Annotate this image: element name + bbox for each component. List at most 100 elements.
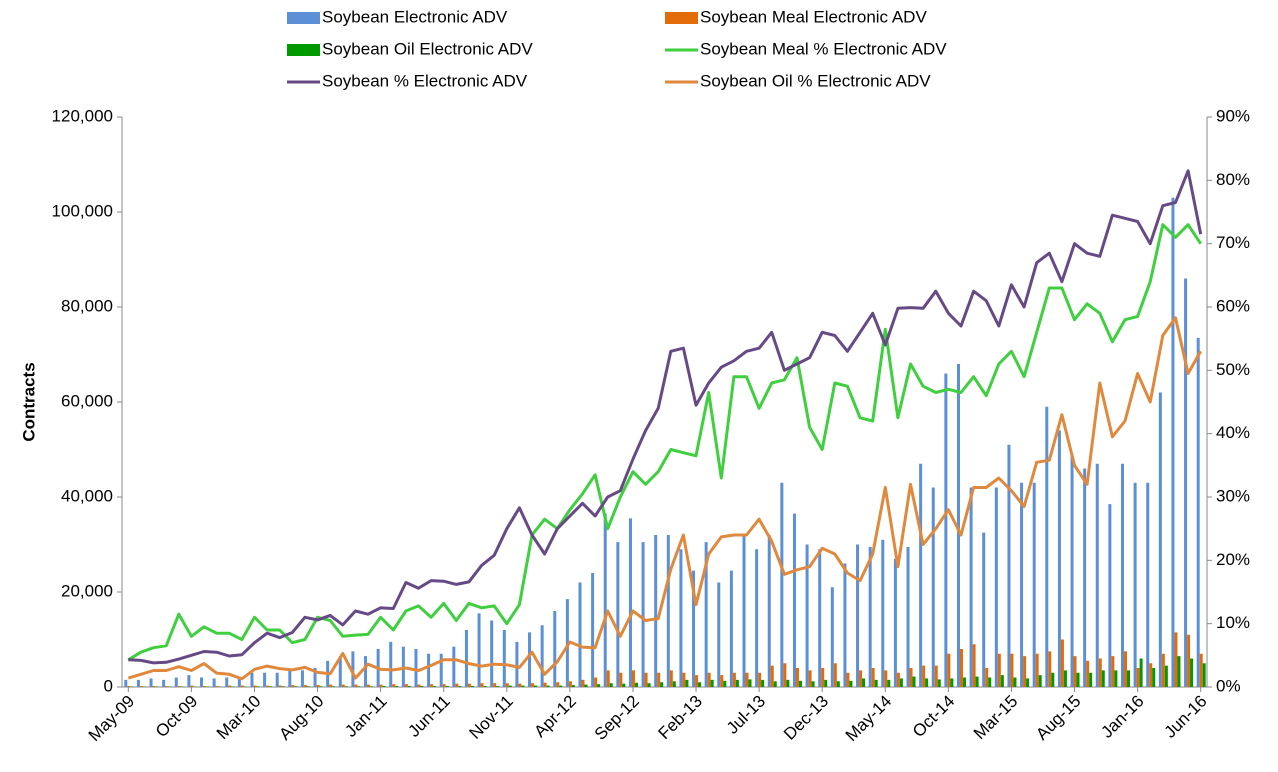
bar (874, 679, 878, 687)
bar (187, 675, 191, 687)
bar (1035, 653, 1039, 687)
bar (1164, 665, 1168, 687)
bar (795, 668, 799, 687)
bar (382, 686, 386, 687)
legend-swatch (287, 44, 320, 56)
legend-label: Soybean Oil Electronic ADV (322, 39, 533, 58)
bar (556, 682, 560, 687)
bar (1007, 444, 1011, 687)
legend-label: Soybean Electronic ADV (322, 7, 508, 26)
bar (884, 670, 888, 687)
y2-tick-label: 40% (1216, 423, 1250, 442)
bar (578, 582, 582, 687)
bar (755, 549, 759, 687)
bar (631, 670, 635, 687)
bar (704, 542, 708, 687)
bar (1070, 454, 1074, 687)
bar (937, 679, 941, 687)
bar (1171, 197, 1175, 687)
bar (215, 686, 219, 687)
bar (1013, 677, 1017, 687)
bar (250, 672, 254, 687)
bar (1038, 675, 1042, 687)
bar (780, 482, 784, 687)
bar (417, 684, 421, 687)
bar (692, 570, 696, 687)
bar (521, 685, 525, 687)
bar (783, 663, 787, 687)
bar (306, 686, 310, 687)
bar (871, 668, 875, 687)
bar (1076, 672, 1080, 687)
bar (669, 670, 673, 687)
bar (553, 611, 557, 687)
y-tick-label: 80,000 (61, 296, 113, 315)
bar (452, 646, 456, 687)
bar (357, 686, 361, 687)
bar (1139, 658, 1143, 687)
bar (931, 487, 935, 687)
bar (1010, 653, 1014, 687)
bar (609, 683, 613, 687)
bar (972, 644, 976, 687)
bar (212, 678, 216, 687)
bar (455, 683, 459, 687)
bar (149, 678, 153, 687)
bar (165, 686, 169, 687)
bar (275, 672, 279, 687)
bar (1174, 632, 1178, 687)
bar (1089, 672, 1093, 687)
bar (445, 686, 449, 687)
bar (909, 668, 913, 687)
bar (1095, 463, 1099, 687)
bar (1101, 670, 1105, 687)
bar (1177, 656, 1181, 687)
bar (666, 535, 670, 687)
bar (278, 685, 282, 687)
bar (647, 683, 651, 687)
bar (899, 678, 903, 687)
bar (127, 686, 131, 687)
y2-tick-label: 20% (1216, 550, 1250, 569)
y-tick-label: 100,000 (52, 201, 113, 220)
bar (228, 685, 232, 687)
bar (1152, 668, 1156, 687)
bar (225, 677, 229, 687)
bar (1073, 656, 1077, 687)
legend-label: Soybean Oil % Electronic ADV (700, 71, 931, 90)
y-axis-label: Contracts (19, 362, 38, 441)
bar (761, 679, 765, 687)
bar (912, 676, 916, 687)
bar (1051, 672, 1055, 687)
bar (240, 685, 244, 687)
bar (162, 679, 166, 687)
y2-tick-label: 90% (1216, 106, 1250, 125)
bar (1098, 658, 1102, 687)
bar (805, 544, 809, 687)
bar (723, 680, 727, 687)
bar (717, 582, 721, 687)
bar (300, 670, 304, 687)
bar (1196, 337, 1200, 687)
bar (395, 686, 399, 687)
bar (392, 684, 396, 687)
legend-label: Soybean % Electronic ADV (322, 71, 528, 90)
bar (152, 686, 156, 687)
y2-tick-label: 0% (1216, 676, 1241, 695)
y-tick-label: 20,000 (61, 581, 113, 600)
bar (950, 678, 954, 687)
bar (303, 685, 307, 687)
x-tick-label: Jun-11 (404, 692, 453, 741)
bar (634, 682, 638, 687)
bar (1032, 482, 1036, 687)
x-tick-label: Nov-11 (465, 692, 516, 743)
bar (1114, 670, 1118, 687)
bar (124, 679, 128, 687)
bar (944, 373, 948, 687)
legend-label: Soybean Meal % Electronic ADV (700, 39, 947, 58)
bar (266, 685, 270, 687)
bar (407, 686, 411, 687)
bar (370, 686, 374, 687)
x-tick-label: Mar-15 (970, 692, 1022, 744)
bar (969, 487, 973, 687)
